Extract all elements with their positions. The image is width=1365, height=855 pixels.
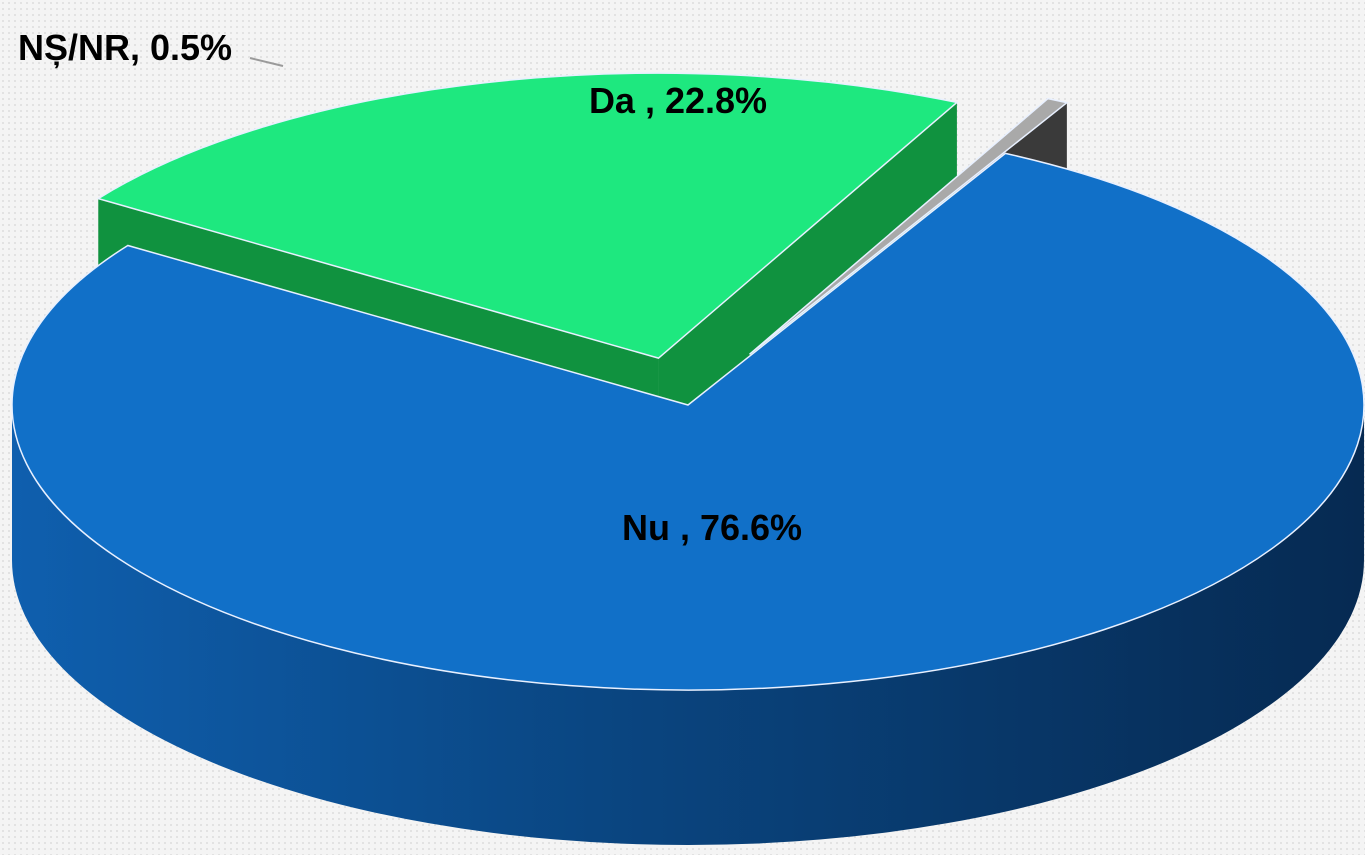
slice-label-nsnr: NȘ/NR, 0.5% bbox=[18, 27, 232, 68]
slice-top-nsnr bbox=[749, 97, 1069, 355]
slice-label-da: Da , 22.8% bbox=[589, 80, 767, 121]
slice-label-nu: Nu , 76.6% bbox=[622, 507, 802, 548]
slice-top-da bbox=[96, 72, 959, 359]
slice-top-nu bbox=[11, 152, 1365, 691]
slice-wall-nu bbox=[12, 405, 1364, 845]
pie-tops bbox=[11, 72, 1365, 691]
leader-line bbox=[249, 57, 284, 67]
